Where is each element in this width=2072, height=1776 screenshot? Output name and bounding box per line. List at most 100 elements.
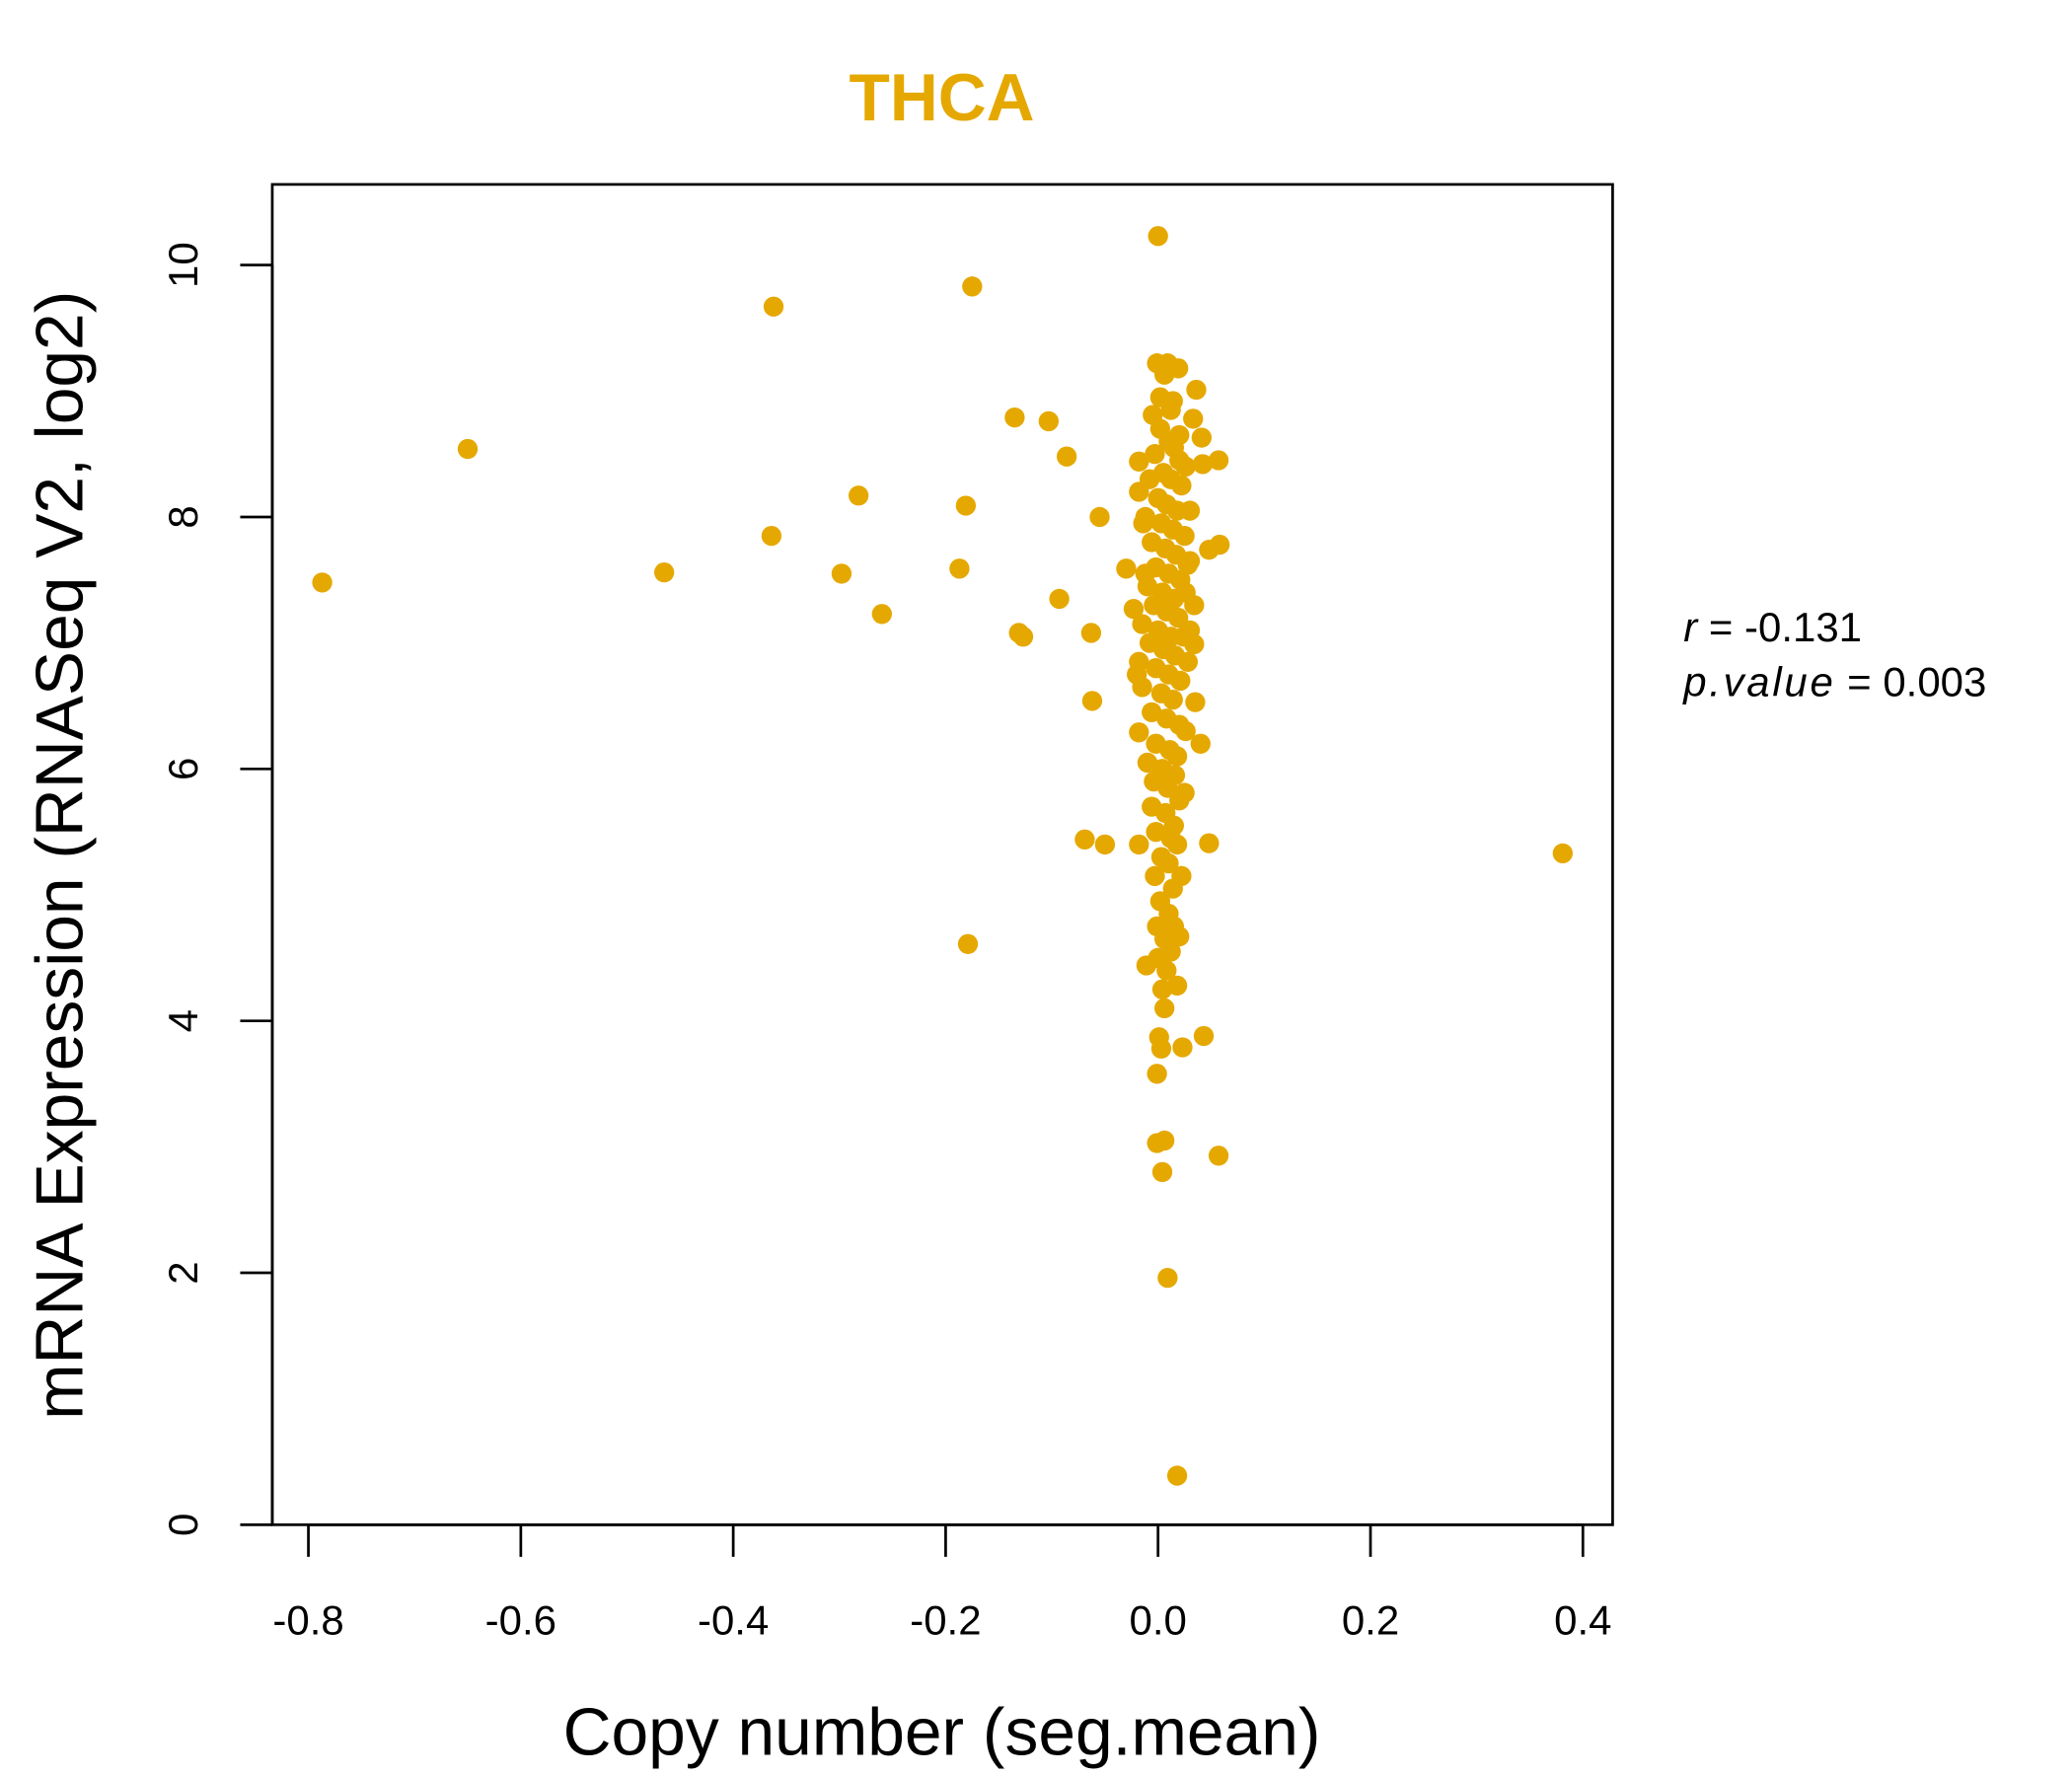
data-point <box>1089 506 1110 528</box>
data-point <box>1199 540 1220 560</box>
y-axis-label: mRNA Expression (RNASeq V2, log2) <box>24 291 98 1420</box>
x-tick-label: -0.8 <box>272 1596 343 1643</box>
data-point <box>1080 623 1102 643</box>
plot-frame <box>270 183 1614 1526</box>
data-point <box>1156 960 1177 981</box>
data-point <box>1149 387 1171 407</box>
data-point <box>1166 1465 1188 1486</box>
data-point <box>1174 525 1195 547</box>
data-point <box>1074 829 1095 850</box>
data-point <box>1175 720 1196 742</box>
data-point <box>1081 691 1103 711</box>
data-point <box>1179 500 1201 521</box>
data-point <box>1199 833 1220 853</box>
data-point <box>1170 670 1191 692</box>
pvalue-stat: p.value = 0.003 <box>1681 659 1986 705</box>
x-axis-label: Copy number (seg.mean) <box>563 1695 1321 1769</box>
data-point <box>1150 1038 1172 1059</box>
data-point <box>1139 469 1160 489</box>
data-point <box>1184 595 1205 616</box>
data-point <box>1133 513 1153 534</box>
data-point <box>1145 865 1165 887</box>
r-label: r <box>1683 604 1699 650</box>
data-point <box>1004 407 1025 428</box>
data-point <box>1135 563 1155 584</box>
data-point <box>831 563 852 584</box>
data-point <box>1193 1025 1215 1047</box>
data-point <box>1094 834 1116 855</box>
data-point <box>1157 777 1178 798</box>
data-point <box>1129 722 1149 743</box>
data-point <box>1154 1130 1175 1151</box>
x-tick-label: 0.4 <box>1554 1596 1611 1643</box>
y-tick-label: 8 <box>160 505 206 528</box>
data-point <box>1151 1161 1173 1183</box>
data-point <box>1166 746 1188 767</box>
data-point <box>1190 733 1211 754</box>
data-point <box>1154 364 1175 385</box>
data-point <box>1147 226 1168 247</box>
data-point <box>949 558 970 579</box>
x-tick-label: 0.0 <box>1130 1596 1187 1643</box>
data-point <box>848 485 869 506</box>
data-point <box>1179 551 1201 571</box>
p-value: = 0.003 <box>1847 659 1986 705</box>
data-point <box>457 438 479 460</box>
data-point <box>1012 627 1034 647</box>
data-point <box>1166 834 1188 855</box>
data-point <box>1145 443 1165 465</box>
data-point <box>1158 852 1179 874</box>
data-point <box>1185 692 1206 712</box>
y-axis: 0 2 4 6 8 10 <box>160 242 274 1536</box>
data-point <box>1151 979 1173 999</box>
x-tick-label: 0.2 <box>1342 1596 1399 1643</box>
data-point <box>654 561 675 583</box>
data-point <box>1116 558 1137 579</box>
data-point <box>1177 651 1199 672</box>
data-point <box>1129 451 1149 472</box>
data-point <box>1183 408 1204 429</box>
data-point <box>1208 1146 1229 1166</box>
p-label: p.value <box>1681 659 1835 705</box>
correlation-stat: r = -0.131 <box>1683 604 1862 650</box>
data-point <box>1129 834 1149 855</box>
y-tick-label: 2 <box>160 1261 206 1284</box>
data-point <box>1123 599 1145 620</box>
x-tick-label: -0.4 <box>698 1596 769 1643</box>
data-point <box>955 495 977 516</box>
data-point <box>763 296 784 317</box>
data-point <box>312 572 333 593</box>
data-point <box>1179 620 1201 641</box>
data-point <box>1208 450 1229 471</box>
data-point <box>1049 588 1070 610</box>
data-point <box>1056 446 1077 467</box>
data-point <box>1038 410 1059 432</box>
data-points <box>312 226 1573 1486</box>
data-point <box>1168 607 1189 629</box>
data-point <box>871 604 892 625</box>
data-point <box>1162 878 1183 899</box>
data-point <box>1154 998 1175 1019</box>
data-point <box>1169 790 1190 811</box>
data-point <box>1186 379 1207 401</box>
data-point <box>1172 1037 1193 1058</box>
y-tick-label: 6 <box>160 758 206 780</box>
x-axis: -0.8 -0.6 -0.4 -0.2 0.0 0.2 0.4 <box>272 1523 1611 1643</box>
data-point <box>1132 614 1152 634</box>
chart-title: THCA <box>849 61 1034 135</box>
data-point <box>1552 843 1573 864</box>
y-tick-label: 10 <box>160 242 206 288</box>
data-point <box>962 276 983 297</box>
data-point <box>1169 424 1190 446</box>
data-point <box>1191 427 1213 448</box>
data-point <box>1157 1267 1178 1289</box>
data-point <box>1175 456 1196 478</box>
data-point <box>1171 475 1192 496</box>
data-point <box>1192 454 1214 475</box>
data-point <box>1162 689 1183 710</box>
data-point <box>761 525 782 547</box>
y-tick-label: 4 <box>160 1009 206 1032</box>
data-point <box>957 933 979 954</box>
y-tick-label: 0 <box>160 1514 206 1536</box>
